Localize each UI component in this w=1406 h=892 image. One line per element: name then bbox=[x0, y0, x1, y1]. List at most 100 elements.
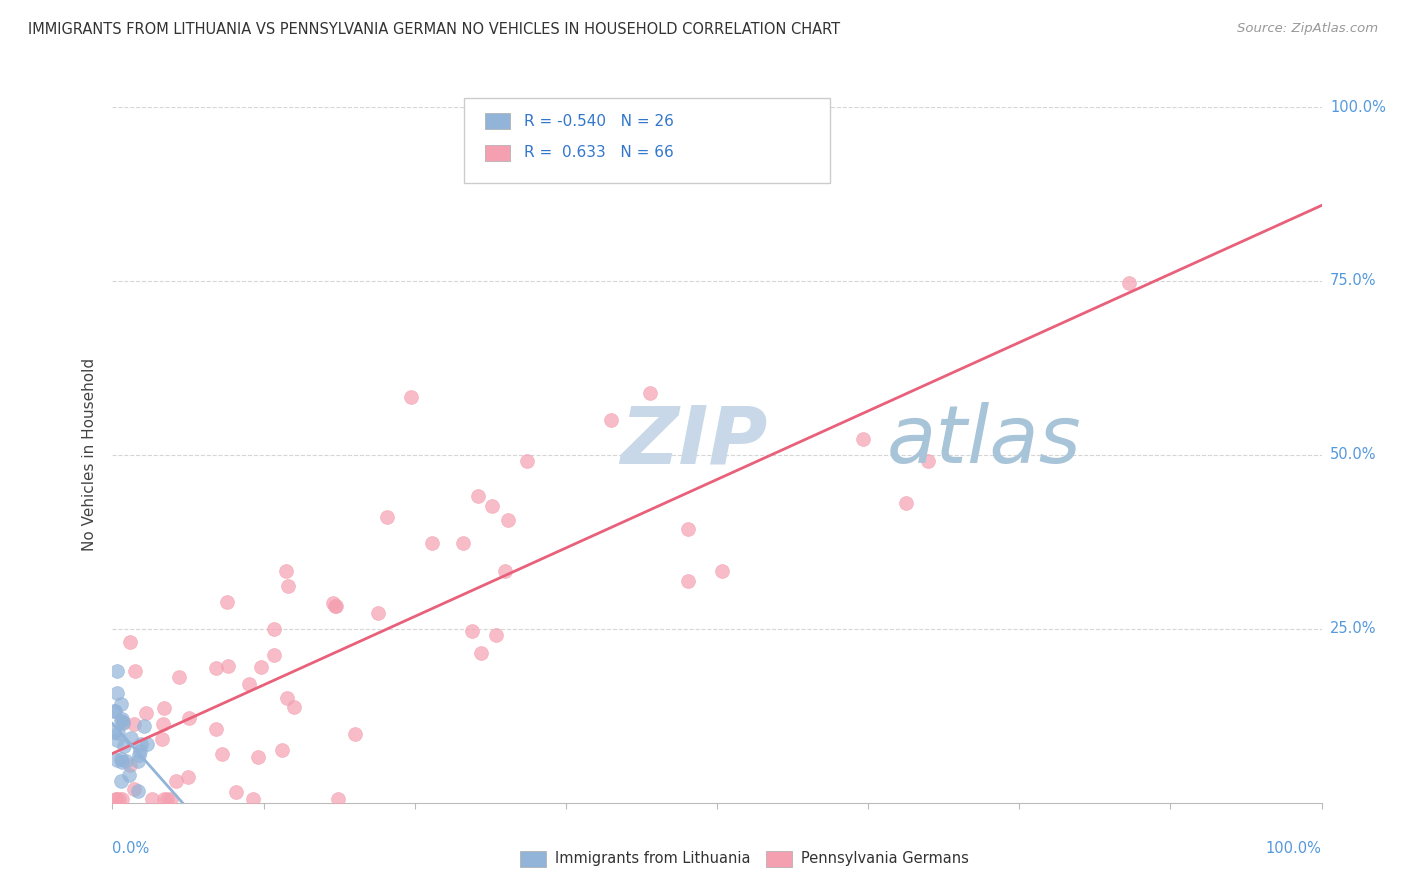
Point bbox=[105, 753, 128, 767]
Point bbox=[676, 522, 699, 536]
Point bbox=[103, 704, 125, 718]
Point bbox=[124, 664, 146, 678]
Point bbox=[1118, 276, 1140, 290]
Point bbox=[103, 724, 125, 739]
Point bbox=[322, 595, 344, 609]
Point bbox=[105, 792, 128, 806]
Point bbox=[165, 774, 187, 789]
Point bbox=[896, 496, 918, 510]
Point bbox=[111, 712, 134, 726]
Point bbox=[122, 782, 145, 797]
Point bbox=[127, 783, 149, 797]
Point bbox=[111, 755, 134, 769]
Point bbox=[136, 737, 159, 751]
Point bbox=[118, 767, 141, 781]
Point bbox=[105, 686, 128, 700]
Point bbox=[105, 732, 128, 747]
Point bbox=[496, 513, 519, 527]
Point bbox=[110, 774, 132, 789]
Point bbox=[110, 752, 132, 766]
Point bbox=[263, 622, 285, 636]
Point bbox=[238, 676, 260, 690]
Point bbox=[277, 579, 299, 593]
Text: ZIP: ZIP bbox=[620, 402, 768, 480]
Point bbox=[152, 716, 174, 731]
Point bbox=[481, 499, 503, 513]
Point bbox=[127, 755, 149, 769]
Point bbox=[179, 711, 201, 725]
Point bbox=[367, 606, 389, 620]
Point bbox=[167, 670, 190, 684]
Point bbox=[108, 792, 131, 806]
Point bbox=[242, 792, 264, 806]
Point bbox=[344, 727, 367, 741]
Point bbox=[156, 792, 179, 806]
Text: atlas: atlas bbox=[886, 402, 1081, 480]
Point bbox=[111, 792, 134, 806]
Point bbox=[120, 731, 142, 746]
Point bbox=[453, 536, 475, 550]
Point bbox=[852, 432, 875, 446]
Point bbox=[263, 648, 285, 663]
Point bbox=[249, 660, 271, 674]
Text: R =  0.633   N = 66: R = 0.633 N = 66 bbox=[524, 145, 675, 160]
Point bbox=[110, 714, 132, 728]
Y-axis label: No Vehicles in Household: No Vehicles in Household bbox=[82, 359, 97, 551]
Text: 0.0%: 0.0% bbox=[112, 841, 149, 856]
Point bbox=[153, 792, 176, 806]
Point bbox=[326, 792, 349, 806]
Point bbox=[111, 715, 134, 730]
Point bbox=[211, 747, 233, 762]
Point bbox=[676, 574, 699, 589]
Point bbox=[917, 454, 939, 468]
Point bbox=[638, 385, 661, 400]
Point bbox=[107, 725, 129, 739]
Point bbox=[420, 535, 443, 549]
Text: 100.0%: 100.0% bbox=[1330, 100, 1386, 114]
Text: Source: ZipAtlas.com: Source: ZipAtlas.com bbox=[1237, 22, 1378, 36]
Point bbox=[283, 699, 305, 714]
Text: Pennsylvania Germans: Pennsylvania Germans bbox=[801, 852, 969, 866]
Point bbox=[120, 635, 142, 649]
Point bbox=[129, 744, 152, 758]
Point bbox=[105, 792, 128, 806]
Point bbox=[110, 697, 132, 711]
Point bbox=[177, 770, 200, 784]
Point bbox=[485, 628, 508, 642]
Point bbox=[325, 599, 347, 613]
Point bbox=[120, 757, 142, 772]
Point bbox=[274, 565, 297, 579]
Point bbox=[153, 701, 176, 715]
Point bbox=[470, 646, 492, 660]
Point bbox=[112, 739, 135, 754]
Point bbox=[115, 754, 138, 768]
Point bbox=[276, 690, 298, 705]
Text: Immigrants from Lithuania: Immigrants from Lithuania bbox=[555, 852, 751, 866]
Point bbox=[271, 743, 294, 757]
Text: 75.0%: 75.0% bbox=[1330, 274, 1376, 288]
Point bbox=[104, 704, 127, 718]
Point bbox=[204, 722, 226, 736]
Point bbox=[122, 717, 145, 731]
Point bbox=[599, 413, 621, 427]
Point bbox=[247, 749, 270, 764]
Point bbox=[128, 747, 150, 762]
Text: 100.0%: 100.0% bbox=[1265, 841, 1322, 856]
Point bbox=[516, 454, 538, 468]
Point bbox=[105, 665, 128, 679]
Point bbox=[129, 738, 152, 752]
Point bbox=[159, 792, 181, 806]
Text: 25.0%: 25.0% bbox=[1330, 622, 1376, 636]
Point bbox=[217, 658, 239, 673]
Point bbox=[135, 706, 157, 720]
Point bbox=[204, 661, 226, 675]
Point bbox=[150, 732, 173, 747]
Point bbox=[710, 564, 733, 578]
Point bbox=[225, 785, 247, 799]
Point bbox=[461, 624, 484, 638]
Point bbox=[467, 489, 489, 503]
Point bbox=[494, 564, 516, 578]
Point bbox=[217, 595, 239, 609]
Point bbox=[375, 510, 398, 524]
Text: R = -0.540   N = 26: R = -0.540 N = 26 bbox=[524, 114, 675, 128]
